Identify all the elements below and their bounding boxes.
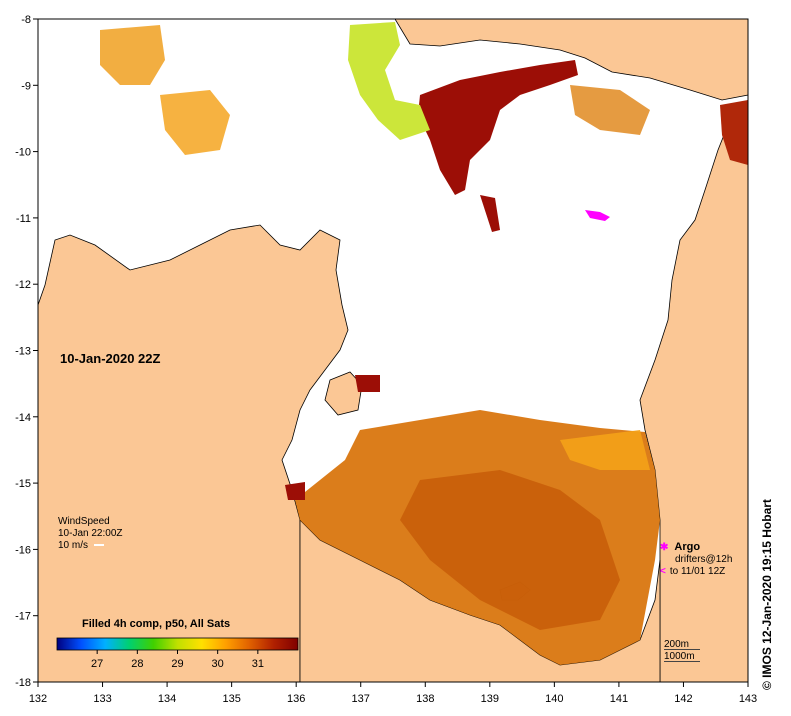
x-tick-label-6: 138 (416, 693, 434, 705)
drifters-time: to 11/01 12Z (669, 566, 726, 577)
y-axis: -8 -9 -10 -11 -12 -13 -14 -15 -16 -17 -18 (15, 14, 38, 689)
colorbar-tick-label-2: 29 (171, 658, 183, 670)
sst-field (100, 22, 748, 665)
sst-south-yellow (560, 430, 650, 470)
land-masses (37, 18, 749, 683)
y-tick-label-3: -11 (16, 213, 31, 225)
depth-legend: 200m 1000m (664, 638, 700, 662)
land-new-guinea (394, 18, 749, 101)
map-date-label: 10-Jan-2020 22Z (60, 351, 161, 366)
x-tick-label-1: 133 (93, 693, 111, 705)
x-tick-label-11: 143 (739, 693, 757, 705)
y-tick-label-2: -10 (15, 147, 31, 159)
x-tick-label-3: 135 (222, 693, 240, 705)
y-tick-label-8: -16 (15, 544, 31, 556)
sst-ne-orange (570, 85, 650, 135)
sst-north-yellowgreen (348, 22, 430, 140)
y-tick-label-4: -12 (15, 279, 31, 291)
sst-nw-orange-2 (160, 90, 230, 155)
y-tick-label-6: -14 (15, 412, 31, 424)
colorbar-tick-label-0: 27 (91, 658, 103, 670)
wind-arrow-icon (94, 544, 105, 547)
depth-200m: 200m (664, 639, 690, 650)
wind-time: 10-Jan 22:00Z (58, 528, 123, 539)
colorbar-gradient (56, 637, 299, 651)
argo-row: ✱ Argo (660, 541, 732, 554)
x-tick-label-5: 137 (352, 693, 370, 705)
colorbar-tick-label-3: 30 (212, 658, 224, 670)
argo-marker-icon: ✱ (660, 542, 669, 553)
drifters-row2: < to 11/01 12Z (660, 566, 732, 578)
argo-title: Argo (674, 541, 701, 553)
y-tick-label-0: -8 (21, 14, 31, 26)
argo-drifter-track (585, 210, 610, 221)
land-groote-eylandt (324, 371, 363, 416)
land-arnhem (37, 224, 349, 683)
wind-scale: 10 m/s (58, 540, 89, 551)
x-axis: 132 133 134 135 136 137 138 139 140 141 142 143 (29, 682, 757, 705)
legend-title: Filled 4h comp, p50, All Sats (82, 618, 231, 630)
y-tick-label-9: -17 (15, 611, 31, 623)
sst-nw-orange-1 (100, 25, 165, 85)
x-tick-label-0: 132 (29, 693, 47, 705)
x-tick-label-8: 140 (545, 693, 563, 705)
argo-legend: ✱ Argo drifters@12h < to 11/01 12Z (660, 541, 732, 578)
x-tick-label-2: 134 (158, 693, 176, 705)
wind-label: WindSpeed (58, 516, 110, 527)
colorbar-tick-label-4: 31 (252, 658, 264, 670)
y-tick-label-5: -13 (15, 346, 31, 358)
sst-far-east-darkred (720, 100, 748, 165)
y-tick-label-10: -18 (15, 677, 31, 689)
depth-line-200m (664, 649, 700, 650)
x-tick-label-9: 141 (610, 693, 628, 705)
credit-text: © IMOS 12-Jan-2020 19:15 Hobart (760, 499, 774, 690)
y-tick-label-1: -9 (21, 80, 31, 92)
y-tick-label-7: -15 (15, 478, 31, 490)
wind-legend: WindSpeed 10-Jan 22:00Z 10 m/s (58, 516, 123, 552)
wind-scale-row: 10 m/s (58, 540, 123, 552)
sst-west-darkred (285, 482, 305, 500)
sst-south-gulf-deep (400, 470, 620, 630)
sst-west-darkred-2 (355, 375, 380, 392)
x-tick-label-4: 136 (287, 693, 305, 705)
x-tick-label-10: 142 (674, 693, 692, 705)
drifter-marker-icon: < (660, 566, 666, 577)
depth-1000m: 1000m (664, 651, 695, 662)
sst-ne-darkred-trail (480, 195, 500, 232)
depth-line-1000m (664, 661, 700, 662)
drifters-row: drifters@12h (675, 554, 733, 565)
colorbar: 27 28 29 30 31 (56, 637, 299, 670)
x-tick-label-7: 139 (481, 693, 499, 705)
sst-ne-darkred (418, 60, 578, 195)
colorbar-tick-label-1: 28 (131, 658, 143, 670)
